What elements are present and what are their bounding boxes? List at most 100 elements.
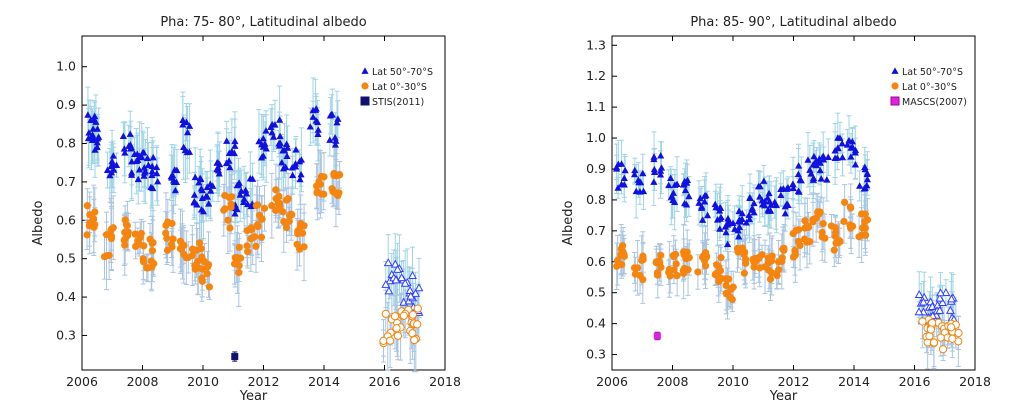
legend-entry: Lat 0°-30°S xyxy=(902,82,957,93)
x-tick-label: 2010 xyxy=(717,374,749,389)
data-point xyxy=(294,227,302,235)
legend-marker-outline xyxy=(360,96,370,106)
data-point xyxy=(791,250,799,258)
legend-marker xyxy=(891,67,899,74)
data-point xyxy=(137,229,145,238)
data-point xyxy=(276,139,284,146)
data-point xyxy=(391,275,401,284)
data-point xyxy=(140,169,149,176)
y-tick-label: 0.7 xyxy=(56,174,76,189)
data-point xyxy=(135,240,143,248)
y-tick-label: 0.4 xyxy=(56,289,76,304)
data-point xyxy=(119,132,127,140)
data-point xyxy=(746,193,754,201)
data-point xyxy=(89,125,97,132)
data-point xyxy=(138,153,146,161)
data-point xyxy=(863,169,871,177)
data-point xyxy=(296,175,304,183)
data-point xyxy=(231,142,239,149)
data-markers xyxy=(612,134,963,354)
data-point xyxy=(812,214,820,222)
data-point xyxy=(819,220,827,228)
data-point xyxy=(288,211,296,219)
chart-title: Pha: 75- 80°, Latitudinal albedo xyxy=(160,15,366,30)
data-point xyxy=(293,240,301,248)
data-point xyxy=(823,176,831,183)
data-point xyxy=(383,258,393,267)
data-point xyxy=(87,116,95,124)
y-tick-label: 0.8 xyxy=(586,192,606,207)
data-point xyxy=(199,207,208,215)
data-point xyxy=(203,270,211,278)
data-point xyxy=(631,166,639,174)
data-point xyxy=(635,178,643,186)
data-point xyxy=(630,170,639,178)
data-point xyxy=(735,216,744,223)
data-point xyxy=(254,201,262,209)
data-point xyxy=(126,141,134,148)
data-point xyxy=(279,146,287,154)
data-point xyxy=(650,153,658,160)
y-tick-label: 0.9 xyxy=(56,97,76,112)
data-point xyxy=(108,157,116,165)
data-point xyxy=(851,161,860,168)
y-tick-label: 0.5 xyxy=(586,285,606,300)
data-point xyxy=(133,150,141,157)
data-point xyxy=(679,181,687,188)
x-tick-label: 2012 xyxy=(778,374,810,389)
data-point xyxy=(729,283,737,291)
data-point xyxy=(272,186,280,194)
chart-title: Pha: 85- 90°, Latitudinal albedo xyxy=(690,15,896,30)
data-point xyxy=(816,166,824,174)
data-point xyxy=(318,190,326,198)
data-point xyxy=(135,166,143,173)
data-point xyxy=(306,123,314,130)
data-point xyxy=(764,206,772,213)
data-point xyxy=(716,225,724,232)
y-tick-label: 1.1 xyxy=(586,99,606,114)
data-point xyxy=(400,278,410,287)
data-point xyxy=(821,234,829,242)
data-point xyxy=(381,309,390,318)
data-point xyxy=(86,211,94,219)
data-point xyxy=(179,121,187,128)
data-point xyxy=(745,215,754,223)
data-point xyxy=(262,127,270,134)
data-point xyxy=(190,191,199,198)
data-point xyxy=(205,200,213,207)
data-point xyxy=(711,270,719,279)
data-point xyxy=(282,223,291,232)
data-point xyxy=(283,144,292,151)
data-point xyxy=(244,248,252,256)
data-point xyxy=(203,263,212,271)
data-point xyxy=(109,160,117,168)
data-point xyxy=(778,254,786,262)
data-point xyxy=(699,216,707,223)
chart-panel-2: Pha: 85- 90°, Latitudinal albedo 2006 2008… xyxy=(561,15,991,404)
data-point xyxy=(810,152,818,160)
data-point xyxy=(653,269,662,277)
data-point xyxy=(814,209,822,217)
data-point xyxy=(124,228,132,236)
data-point xyxy=(220,206,228,214)
legend-marker xyxy=(361,82,369,90)
data-point xyxy=(789,180,797,187)
data-point xyxy=(756,193,764,200)
x-tick-label: 2010 xyxy=(187,374,219,389)
data-point xyxy=(620,252,628,260)
y-tick-label: 1.0 xyxy=(56,59,76,74)
data-point xyxy=(925,332,934,341)
data-point xyxy=(205,283,214,291)
legend-marker-outline xyxy=(890,96,900,106)
data-point xyxy=(282,140,291,147)
data-point xyxy=(841,198,849,206)
data-point xyxy=(225,193,233,202)
data-point xyxy=(214,163,222,171)
data-point xyxy=(634,264,642,272)
legend: Lat 50°-70°S Lat 0°-30°S MASCS(2007) xyxy=(890,67,967,108)
data-point xyxy=(154,177,162,185)
data-point xyxy=(163,234,171,242)
data-point xyxy=(855,233,863,241)
data-point xyxy=(638,256,646,264)
data-point xyxy=(805,223,813,231)
